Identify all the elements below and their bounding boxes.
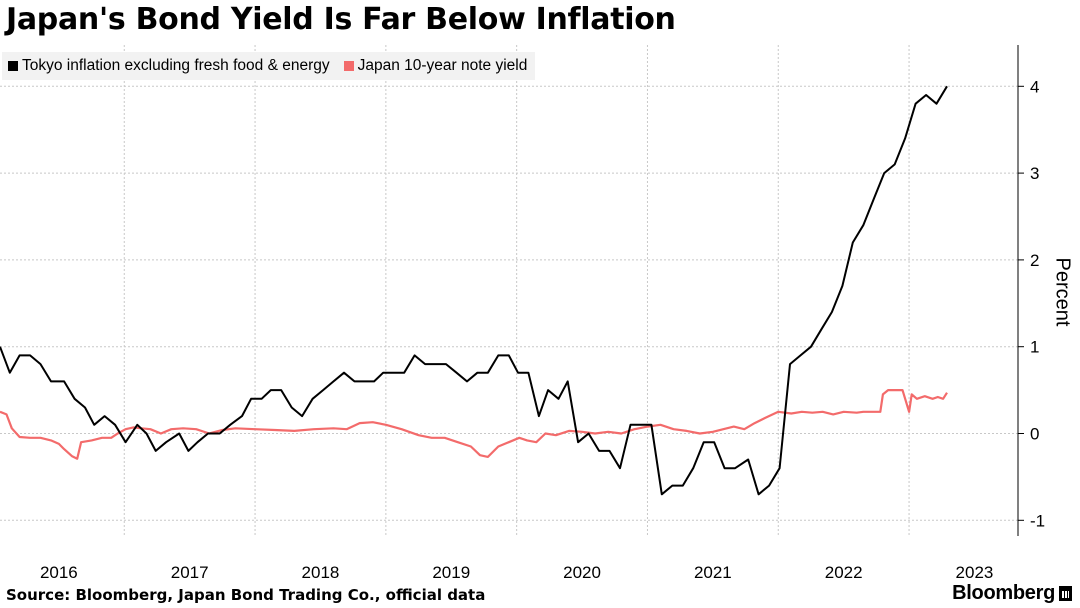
legend-swatch-black <box>8 61 18 71</box>
x-tick-label: 2021 <box>694 563 732 582</box>
legend-swatch-red <box>343 61 354 71</box>
source-note: Source: Bloomberg, Japan Bond Trading Co… <box>6 586 486 604</box>
legend-item-tokyo-inflation: Tokyo inflation excluding fresh food & e… <box>8 57 330 75</box>
series-lines <box>0 85 948 496</box>
bloomberg-logo: Bloomberg <box>952 582 1072 605</box>
x-tick-label: 2016 <box>40 563 78 582</box>
y-tick-label: -1 <box>1030 511 1045 530</box>
series-line-tokyo-inflation <box>0 85 948 496</box>
legend-item-jgb-yield: Japan 10-year note yield <box>343 57 528 75</box>
legend: Tokyo inflation excluding fresh food & e… <box>2 52 536 80</box>
y-axis-label: Percent <box>1051 257 1074 327</box>
x-tick-label: 2018 <box>302 563 340 582</box>
bloomberg-mark-icon <box>1059 586 1072 601</box>
y-axis: -1 0 1 2 3 4 <box>1017 45 1045 536</box>
y-tick-label: 1 <box>1030 338 1039 357</box>
x-tick-label: 2020 <box>563 563 601 582</box>
chart-title: Japan's Bond Yield Is Far Below Inflatio… <box>6 2 676 37</box>
x-tick-label: 2017 <box>171 563 209 582</box>
y-tick-label: 3 <box>1030 164 1039 183</box>
legend-label: Tokyo inflation excluding fresh food & e… <box>22 57 330 74</box>
gridlines <box>0 45 1018 536</box>
x-tick-label: 2019 <box>432 563 470 582</box>
series-line-jgb-yield <box>0 389 948 460</box>
y-tick-label: 2 <box>1030 251 1039 270</box>
y-tick-label: 0 <box>1030 425 1039 444</box>
x-tick-label: 2022 <box>825 563 863 582</box>
legend-label: Japan 10-year note yield <box>357 57 528 74</box>
y-tick-label: 4 <box>1030 77 1039 96</box>
x-tick-label: 2023 <box>956 563 994 582</box>
brand-name: Bloomberg <box>952 582 1055 604</box>
x-ticks: 2016 2017 2018 2019 2020 2021 2022 2023 <box>40 563 993 582</box>
